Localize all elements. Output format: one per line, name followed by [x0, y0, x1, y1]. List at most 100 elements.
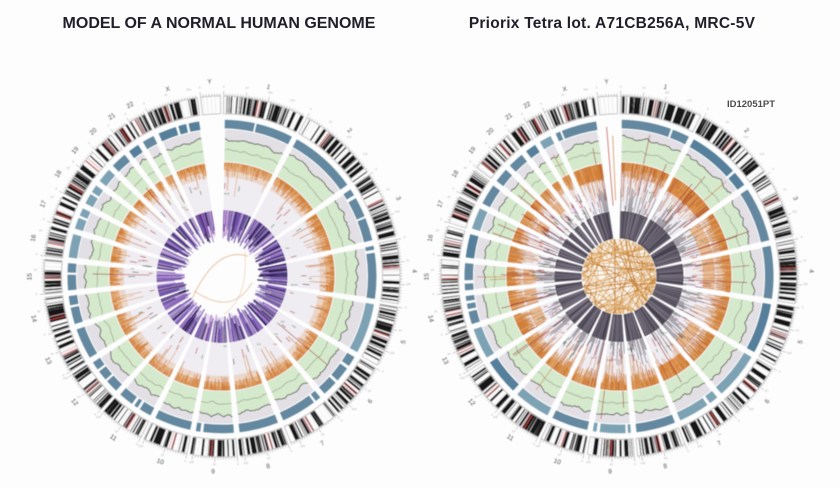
svg-text:ins: ins — [680, 307, 684, 311]
svg-text:14: 14 — [426, 314, 434, 323]
svg-text:0: 0 — [540, 102, 542, 106]
svg-text:ins: ins — [632, 343, 636, 347]
svg-text:17: 17 — [39, 199, 48, 209]
svg-text:0: 0 — [382, 369, 384, 373]
svg-text:ins: ins — [686, 293, 690, 297]
svg-text:Y: Y — [604, 78, 609, 85]
svg-text:57: 57 — [67, 166, 71, 170]
svg-text:0: 0 — [533, 442, 535, 446]
svg-text:0: 0 — [433, 292, 435, 296]
svg-text:loc: loc — [274, 342, 278, 346]
svg-text:57: 57 — [34, 268, 38, 272]
svg-text:8: 8 — [663, 463, 669, 471]
svg-text:20: 20 — [486, 127, 496, 137]
svg-text:172: 172 — [687, 98, 692, 102]
svg-text:0: 0 — [237, 462, 239, 466]
svg-text:0: 0 — [802, 306, 804, 310]
svg-text:loc: loc — [677, 210, 681, 214]
svg-text:var: var — [561, 330, 565, 334]
svg-text:0: 0 — [596, 86, 598, 90]
svg-text:ID12051PT: ID12051PT — [727, 99, 775, 110]
svg-text:del: del — [194, 186, 198, 190]
svg-text:0: 0 — [687, 449, 689, 453]
svg-text:0: 0 — [290, 449, 292, 453]
svg-text:57: 57 — [796, 329, 800, 333]
svg-text:2: 2 — [346, 127, 354, 135]
svg-text:57: 57 — [464, 166, 468, 170]
svg-text:amp: amp — [649, 190, 655, 194]
svg-text:0: 0 — [136, 442, 138, 446]
svg-text:115: 115 — [406, 282, 411, 286]
svg-text:0: 0 — [143, 102, 145, 106]
svg-text:13: 13 — [43, 356, 53, 366]
svg-text:115: 115 — [244, 461, 249, 465]
svg-text:0: 0 — [634, 462, 636, 466]
svg-text:22: 22 — [522, 100, 532, 110]
svg-text:5: 5 — [797, 339, 805, 345]
svg-text:115: 115 — [300, 444, 305, 448]
svg-text:57: 57 — [664, 457, 668, 461]
svg-text:57: 57 — [51, 352, 55, 356]
svg-text:Priorix Tetra lot. A71CB256A,: Priorix Tetra lot. A71CB256A, MRC-5V — [469, 15, 756, 32]
svg-text:0: 0 — [405, 306, 407, 310]
svg-text:57: 57 — [161, 453, 165, 457]
svg-text:0: 0 — [43, 217, 45, 221]
svg-text:mut: mut — [579, 217, 584, 221]
svg-text:var: var — [130, 267, 134, 271]
svg-text:X: X — [165, 85, 172, 93]
svg-text:57: 57 — [448, 352, 452, 356]
svg-text:9: 9 — [608, 468, 612, 475]
svg-text:1: 1 — [663, 84, 669, 92]
svg-text:3: 3 — [791, 196, 799, 203]
svg-text:57: 57 — [51, 195, 55, 199]
svg-text:57: 57 — [368, 389, 372, 393]
svg-text:0: 0 — [772, 167, 774, 171]
svg-text:0: 0 — [62, 373, 64, 377]
svg-text:115: 115 — [352, 407, 357, 411]
svg-text:gene: gene — [291, 283, 298, 287]
svg-text:0: 0 — [184, 459, 186, 463]
svg-text:57: 57 — [561, 93, 565, 97]
svg-text:0: 0 — [441, 333, 443, 337]
svg-text:gene: gene — [138, 258, 145, 262]
svg-text:172: 172 — [759, 152, 764, 156]
svg-text:mut: mut — [574, 214, 579, 218]
svg-text:0: 0 — [108, 123, 110, 127]
svg-text:amp: amp — [224, 191, 230, 195]
svg-text:3: 3 — [394, 196, 402, 203]
svg-text:7: 7 — [716, 439, 723, 447]
svg-text:0: 0 — [707, 107, 709, 111]
svg-text:115: 115 — [96, 415, 101, 419]
svg-text:115: 115 — [787, 351, 792, 355]
svg-text:57: 57 — [329, 120, 333, 124]
svg-text:21: 21 — [107, 112, 117, 122]
svg-text:0: 0 — [375, 167, 377, 171]
svg-text:del: del — [539, 240, 543, 244]
svg-text:chr: chr — [274, 332, 278, 336]
svg-text:115: 115 — [586, 460, 591, 464]
svg-text:22: 22 — [125, 100, 135, 110]
svg-text:ins: ins — [569, 221, 573, 225]
svg-text:0: 0 — [521, 112, 523, 116]
svg-text:57: 57 — [448, 195, 452, 199]
svg-text:ins: ins — [182, 206, 186, 210]
svg-text:115: 115 — [63, 376, 68, 380]
svg-text:0: 0 — [459, 373, 461, 377]
svg-text:115: 115 — [803, 282, 808, 286]
svg-text:16: 16 — [427, 234, 435, 243]
svg-text:57: 57 — [610, 463, 614, 467]
svg-text:4: 4 — [410, 269, 417, 273]
svg-text:115: 115 — [665, 91, 670, 95]
svg-text:0: 0 — [440, 217, 442, 221]
svg-text:57: 57 — [267, 457, 271, 461]
svg-text:18: 18 — [54, 169, 64, 179]
svg-text:115: 115 — [189, 460, 194, 464]
svg-text:115: 115 — [744, 135, 749, 139]
svg-text:57: 57 — [406, 258, 410, 262]
svg-text:115: 115 — [641, 461, 646, 465]
svg-text:0: 0 — [620, 84, 622, 88]
svg-text:17: 17 — [436, 199, 445, 209]
svg-text:115: 115 — [697, 444, 702, 448]
svg-text:15: 15 — [27, 273, 34, 281]
svg-text:ins: ins — [579, 205, 583, 209]
